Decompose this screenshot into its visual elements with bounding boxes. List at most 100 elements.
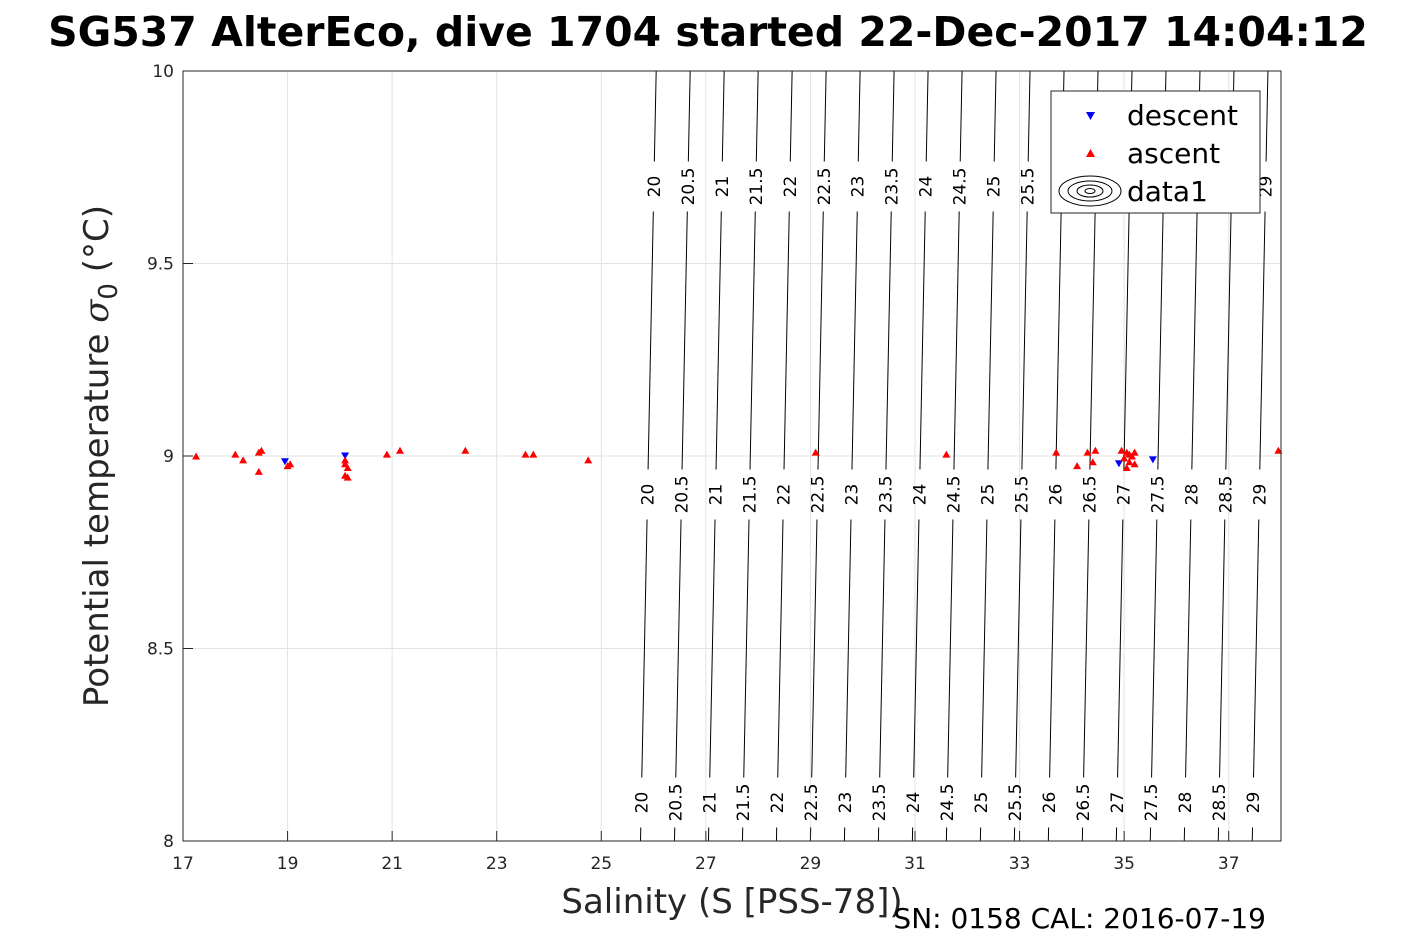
contour-label: 25 [985,176,1005,198]
ascent-point [1088,458,1097,466]
ascent-point [1122,464,1131,472]
contour-line [687,71,691,162]
contour-line [1265,71,1269,162]
contour-line [879,519,886,778]
y-tick-label: 8.5 [147,640,174,660]
contour-label: 25.5 [1012,476,1032,514]
contour-line [653,71,657,162]
contour-label: 22.5 [802,784,822,822]
descent-point [280,458,289,466]
x-tick-label: 35 [1113,854,1135,874]
ascent-point [811,448,820,456]
x-tick-label: 17 [172,854,194,874]
contour-line [1185,519,1192,778]
contour-label: 20.5 [673,476,693,514]
contour-label: 24 [910,484,930,506]
contour-line [777,519,784,778]
ascent-point [1073,462,1082,470]
contour-label: 20 [639,484,659,506]
contour-label: 20.5 [679,168,699,206]
legend: descent ascent data1 [1050,90,1261,214]
contour-label: 21.5 [747,168,767,206]
contour-label: 26.5 [1080,476,1100,514]
contour-label: 23 [836,792,856,814]
y-tick-label: 10 [152,62,174,82]
ascent-point [1130,460,1139,468]
contour-label: 29 [1250,484,1270,506]
contour-line [913,519,920,778]
contour-line [1191,211,1198,470]
contour-label: 29 [1244,792,1264,814]
ascent-point [942,450,951,458]
x-tick-label: 19 [277,854,299,874]
ascent-point [382,450,391,458]
contour-label: 24 [917,176,937,198]
contour-line [681,211,688,470]
contour-label: 24 [904,792,924,814]
contour-line [647,211,654,470]
contour-label: 21 [707,484,727,506]
ascent-point [584,456,593,464]
y-tick-label: 9.5 [147,255,174,275]
contour-label: 24.5 [938,784,958,822]
contour-line [885,211,892,470]
data-points [192,446,1283,481]
ascent-point [343,473,352,481]
contour-line [811,519,818,778]
x-axis-label: Salinity (S [PSS-78]) [561,882,902,922]
x-tick-label: 21 [381,854,403,874]
contour-label: 21 [713,176,733,198]
contour-label: 24.5 [951,168,971,206]
contour-line [1157,211,1164,470]
ascent-point [286,460,295,468]
contour-line [1021,211,1028,470]
contour-line [1027,71,1031,162]
ascent-point [521,450,530,458]
ascent-point [192,452,201,460]
descent-point [1114,460,1123,468]
contour-line [953,211,960,470]
contour-label: 25 [972,792,992,814]
ascent-point [343,464,352,472]
legend-ascent-marker [1086,149,1095,157]
contour-line [891,71,895,162]
contour-label: 28 [1182,484,1202,506]
contour-line [1015,519,1022,778]
contour-label: 22.5 [815,168,835,206]
y-axis-label: Potential temperature σ0 (°C) [77,205,124,707]
contour-label: 24.5 [944,476,964,514]
contour-label: 29 [1257,176,1277,198]
x-tick-label: 25 [590,854,612,874]
contour-label: 23.5 [883,168,903,206]
contour-label: 28.5 [1210,784,1230,822]
density-contours: 20 20 20 20.5 20.5 20.5 21 21 21 21.5 21.5 21.5 22 22… [632,71,1277,841]
contour-line [1089,211,1096,470]
contour-line [1117,519,1124,778]
contour-label: 21.5 [741,476,761,514]
contour-label: 23 [842,484,862,506]
contour-line [641,519,648,778]
contour-label: 22 [781,176,801,198]
contour-line [823,71,827,162]
contour-line [987,211,994,470]
contour-line [783,211,790,470]
contour-label: 20 [632,792,652,814]
x-tick-label: 29 [800,854,822,874]
contour-line [1055,211,1062,470]
contour-label: 20 [645,176,665,198]
legend-ascent-label: ascent [1127,137,1220,170]
contour-label: 26 [1046,484,1066,506]
contour-label: 25 [978,484,998,506]
contour-label: 27.5 [1148,476,1168,514]
ascent-point [1130,448,1139,456]
contour-label: 23.5 [876,476,896,514]
contour-line [1151,519,1158,778]
contour-line [1225,211,1232,470]
legend-descent-marker [1086,112,1095,120]
x-tick-label: 37 [1218,854,1240,874]
contour-line [857,71,861,162]
contour-line [817,211,824,470]
contour-label: 27.5 [1142,784,1162,822]
ascent-point [341,456,350,464]
